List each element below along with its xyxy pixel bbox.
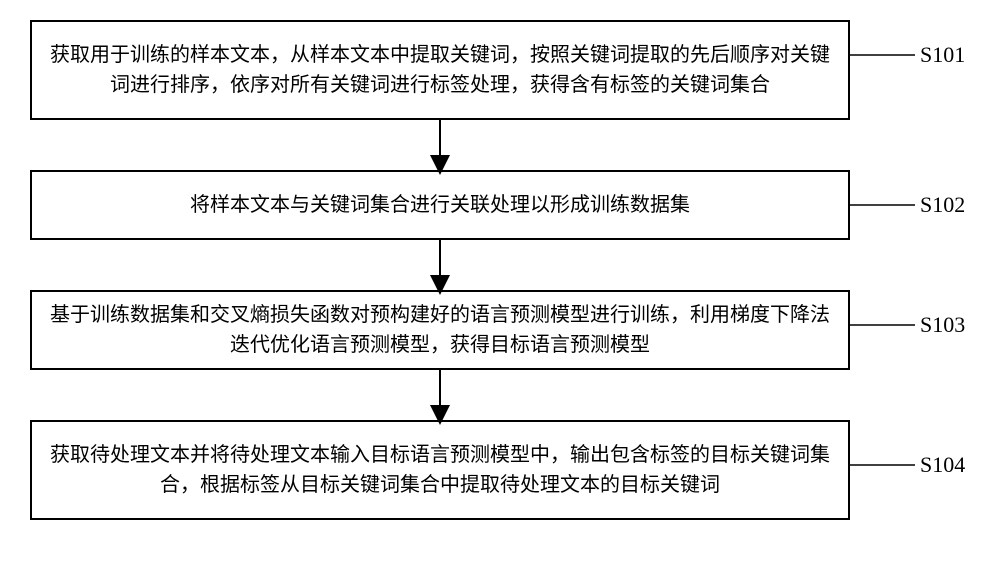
flowchart-canvas: 获取用于训练的样本文本，从样本文本中提取关键词，按照关键词提取的先后顺序对关键词… — [0, 0, 1000, 575]
flow-edges — [0, 0, 1000, 575]
